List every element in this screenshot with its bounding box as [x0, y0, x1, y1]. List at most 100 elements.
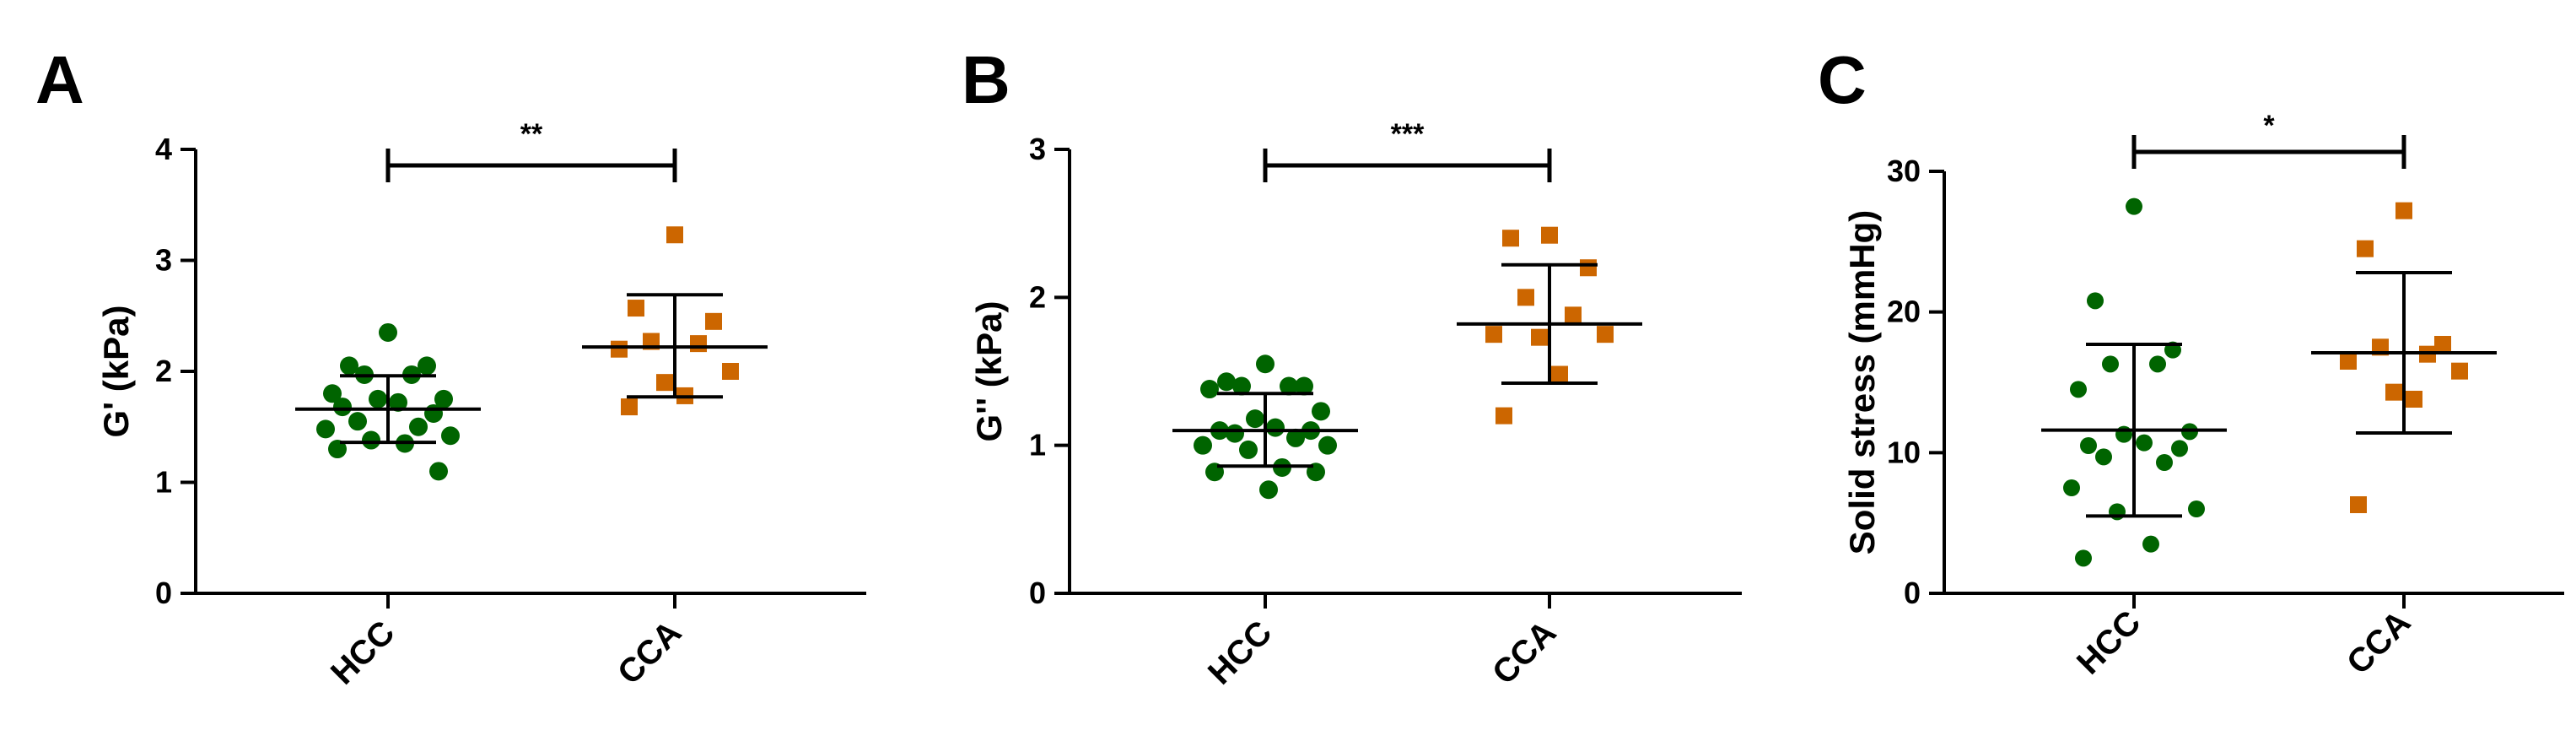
- y-tick-label: 1: [155, 465, 172, 500]
- data-point: [323, 384, 342, 403]
- data-point: [429, 462, 448, 481]
- data-point: [1318, 436, 1337, 455]
- data-point: [1551, 365, 1568, 383]
- data-point: [1266, 418, 1285, 437]
- y-tick-label: 20: [1887, 295, 1921, 329]
- data-point: [1259, 480, 1278, 500]
- data-point: [1312, 402, 1330, 421]
- data-point: [2171, 440, 2188, 457]
- data-point: [348, 412, 367, 431]
- y-tick-label: 4: [155, 132, 172, 166]
- data-point: [705, 312, 722, 330]
- data-point: [666, 226, 683, 244]
- data-point: [1580, 259, 1597, 277]
- data-point: [1495, 407, 1512, 425]
- panel-letter: C: [1818, 42, 1867, 117]
- data-point: [656, 374, 673, 392]
- data-point: [1246, 409, 1264, 429]
- data-point: [441, 426, 460, 446]
- data-point: [424, 403, 443, 423]
- data-point: [389, 392, 407, 412]
- data-point: [434, 389, 453, 408]
- data-point: [2357, 240, 2374, 257]
- data-point: [2340, 353, 2357, 370]
- panel-letter: B: [962, 42, 1010, 117]
- data-point: [2434, 336, 2451, 353]
- data-point: [2070, 381, 2087, 398]
- data-point: [333, 398, 352, 417]
- data-point: [2395, 202, 2412, 219]
- data-point: [362, 430, 380, 450]
- x-category-label: CCA: [611, 614, 688, 691]
- panel-a: A 0 1 2 3 4 G' (kPa) HCC CCA **: [35, 42, 866, 692]
- data-point: [621, 398, 638, 416]
- y-axis-title: G'' (kPa): [969, 300, 1009, 441]
- data-point: [1502, 230, 1519, 247]
- data-point: [611, 340, 628, 358]
- data-point: [2451, 362, 2468, 380]
- y-tick-label: 1: [1029, 428, 1046, 463]
- data-point: [628, 300, 644, 317]
- data-point: [2102, 355, 2119, 373]
- data-point: [1217, 372, 1236, 392]
- significance-label: ***: [1391, 118, 1425, 150]
- y-tick-label: 0: [155, 576, 172, 610]
- data-point: [1226, 424, 1244, 443]
- data-point: [1485, 326, 1502, 344]
- y-tick-label: 10: [1887, 435, 1921, 469]
- y-tick-label: 3: [1029, 132, 1046, 166]
- x-category-label: CCA: [1485, 614, 1563, 691]
- data-point: [316, 419, 335, 439]
- x-category-label: CCA: [2340, 603, 2417, 681]
- data-point: [1295, 376, 1313, 396]
- y-tick-label: 0: [1029, 576, 1046, 610]
- y-tick-label: 30: [1887, 154, 1921, 188]
- data-point: [1200, 380, 1219, 399]
- data-point: [2385, 383, 2402, 401]
- data-point: [1597, 326, 1614, 344]
- data-point: [1565, 306, 1582, 324]
- panel-b: B 0 1 2 3 G'' (kPa) HCC CCA ***: [962, 42, 1742, 692]
- data-point: [1239, 440, 1258, 459]
- data-point: [340, 356, 358, 376]
- data-point: [2136, 434, 2153, 452]
- data-point: [409, 417, 428, 436]
- x-category-label: HCC: [2070, 603, 2148, 681]
- y-tick-label: 3: [155, 243, 172, 278]
- data-point: [1531, 328, 1548, 346]
- x-category-label: HCC: [1201, 614, 1279, 691]
- x-category-label: HCC: [324, 614, 401, 691]
- data-point: [2075, 549, 2092, 567]
- data-point: [2080, 437, 2097, 454]
- panel-letter: A: [35, 42, 84, 117]
- significance-label: *: [2263, 110, 2275, 142]
- data-point: [2142, 535, 2159, 553]
- y-axis-title: Solid stress (mmHg): [1842, 210, 1882, 555]
- y-tick-label: 0: [1904, 576, 1921, 610]
- data-point: [379, 322, 397, 342]
- data-point: [1256, 354, 1275, 374]
- data-point: [1280, 376, 1298, 396]
- data-point: [418, 356, 436, 376]
- data-point: [2095, 448, 2112, 466]
- data-point: [2087, 292, 2104, 310]
- data-point: [1232, 376, 1251, 396]
- data-point: [2406, 391, 2422, 408]
- data-point: [2350, 496, 2367, 513]
- data-point: [2149, 355, 2166, 373]
- data-point: [1517, 289, 1534, 306]
- y-tick-label: 2: [155, 354, 172, 388]
- data-point: [1194, 436, 1212, 455]
- data-point: [2126, 197, 2142, 215]
- y-tick-label: 2: [1029, 279, 1046, 314]
- data-point: [369, 389, 387, 408]
- data-point: [2063, 479, 2080, 496]
- data-point: [2156, 454, 2173, 471]
- data-point: [722, 363, 739, 380]
- data-point: [690, 335, 707, 353]
- data-point: [2188, 500, 2205, 517]
- data-point: [328, 440, 347, 459]
- data-point: [1286, 428, 1305, 447]
